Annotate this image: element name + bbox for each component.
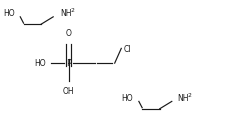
Text: Cl: Cl xyxy=(123,45,131,54)
Text: NH: NH xyxy=(177,94,189,102)
Text: OH: OH xyxy=(63,87,74,96)
Text: 2: 2 xyxy=(70,8,74,13)
Text: NH: NH xyxy=(60,9,71,18)
Text: O: O xyxy=(66,29,72,38)
Text: HO: HO xyxy=(34,59,45,68)
Text: HO: HO xyxy=(3,9,15,18)
Text: 2: 2 xyxy=(188,93,192,98)
Text: HO: HO xyxy=(122,94,133,102)
Text: P: P xyxy=(66,59,71,68)
